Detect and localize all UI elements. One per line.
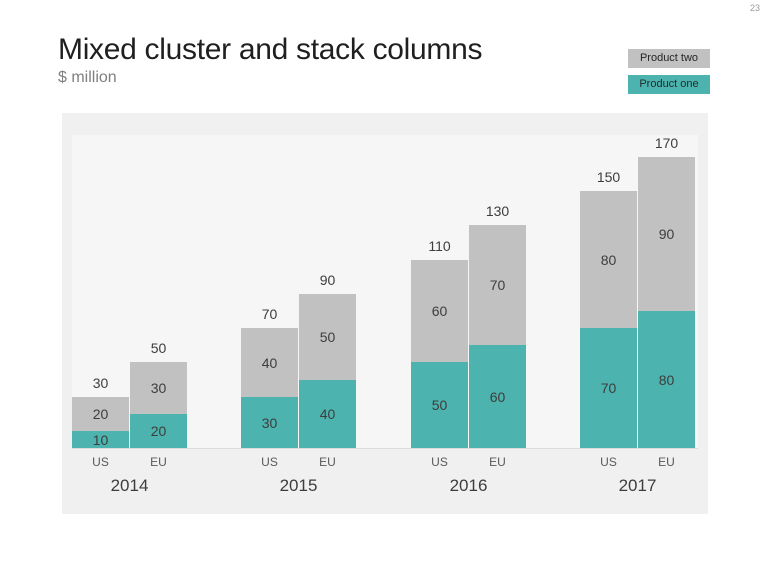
bar-2017-US-product-two-segment [580, 191, 637, 328]
x-axis-label-2014-US: US [92, 455, 109, 469]
x-axis-label-2015-US: US [261, 455, 278, 469]
chart-panel: 20 10 30 US 30 20 50 EU 2014 40 30 70 US 50 40 90 EU 2015… [62, 113, 708, 514]
bar-2014-EU-product-two-segment [130, 362, 187, 414]
bar-2016-US-product-two-segment [411, 260, 468, 362]
bar-2017-US-product-one-segment [580, 328, 637, 448]
x-axis-year-label-2014: 2014 [110, 476, 149, 495]
bar-2015-EU-product-one-segment [299, 380, 356, 448]
x-axis-label-2017-EU: EU [658, 455, 675, 469]
x-axis-label-2016-US: US [431, 455, 448, 469]
bar-2016-US-product-one-segment [411, 362, 468, 448]
bar-2014-US-product-two-segment [72, 397, 129, 431]
x-axis-year-label-2015: 2015 [279, 476, 318, 495]
total-label-2015-EU: 90 [319, 272, 336, 288]
bar-2014-EU-product-one-segment [130, 414, 187, 448]
legend-item-product-two: Product two [628, 49, 710, 68]
x-axis-label-2015-EU: EU [319, 455, 336, 469]
page-number: 23 [749, 3, 760, 13]
bar-2015-US-product-two-segment [241, 328, 298, 397]
bar-2017-EU-product-one-segment [638, 311, 695, 448]
bar-2017-EU-product-two-segment [638, 157, 695, 311]
bar-2014-US-product-one-segment [72, 431, 129, 448]
total-label-2017-US: 150 [596, 169, 621, 185]
x-axis-label-2017-US: US [600, 455, 617, 469]
chart-legend: Product two Product one [628, 49, 710, 94]
legend-item-product-one: Product one [628, 75, 710, 94]
total-label-2017-EU: 170 [654, 135, 679, 151]
total-label-2014-EU: 50 [150, 340, 167, 356]
bar-2016-EU-product-one-segment [469, 345, 526, 448]
x-axis-year-label-2016: 2016 [449, 476, 488, 495]
total-label-2016-EU: 130 [485, 203, 510, 219]
x-axis-label-2016-EU: EU [489, 455, 506, 469]
slide-subtitle: $ million [58, 69, 117, 86]
total-label-2015-US: 70 [261, 306, 278, 322]
x-axis-baseline [72, 448, 698, 449]
slide-title: Mixed cluster and stack columns [58, 33, 483, 66]
bar-2015-EU-product-two-segment [299, 294, 356, 380]
bar-2015-US-product-one-segment [241, 397, 298, 448]
x-axis-label-2014-EU: EU [150, 455, 167, 469]
total-label-2014-US: 30 [92, 375, 109, 391]
title-block: Mixed cluster and stack columns $ millio… [58, 33, 483, 87]
total-label-2016-US: 110 [428, 238, 451, 254]
x-axis-year-label-2017: 2017 [618, 476, 657, 495]
bar-2016-EU-product-two-segment [469, 225, 526, 345]
